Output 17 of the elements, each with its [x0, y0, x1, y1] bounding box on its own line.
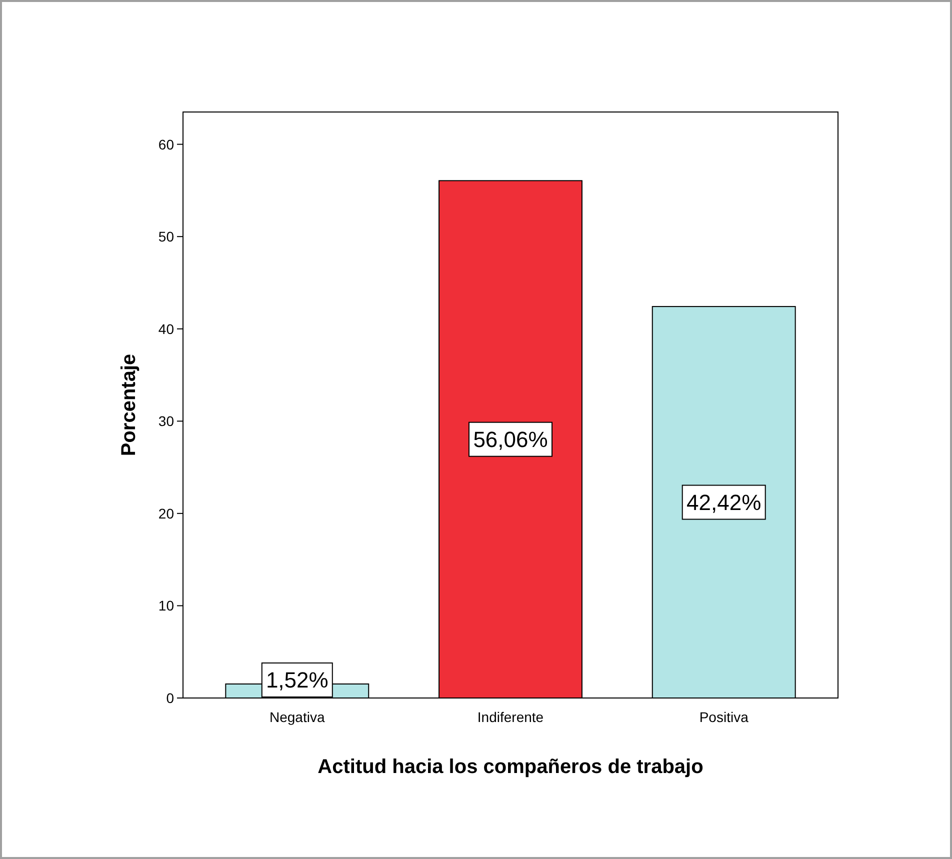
y-tick-label: 50 [158, 228, 174, 245]
y-tick-label: 20 [158, 505, 174, 522]
y-tick-label: 10 [158, 598, 174, 614]
y-tick-label: 40 [158, 320, 174, 337]
y-tick-label: 60 [158, 136, 174, 152]
x-axis-title: Actitud hacia los compañeros de trabajo [318, 756, 704, 778]
x-tick-label: Negativa [270, 709, 325, 725]
y-tick-label: 30 [158, 413, 174, 430]
y-tick-label: 0 [166, 690, 174, 706]
bar [652, 306, 796, 698]
data-label: 56,06% [473, 426, 548, 452]
data-label: 1,52% [266, 667, 328, 692]
bar [438, 180, 582, 698]
data-label: 42,42% [686, 490, 762, 515]
y-axis-title: Porcentaje [118, 354, 140, 456]
x-tick-label: Positiva [699, 709, 749, 725]
x-tick-label: Indiferente [477, 709, 544, 725]
